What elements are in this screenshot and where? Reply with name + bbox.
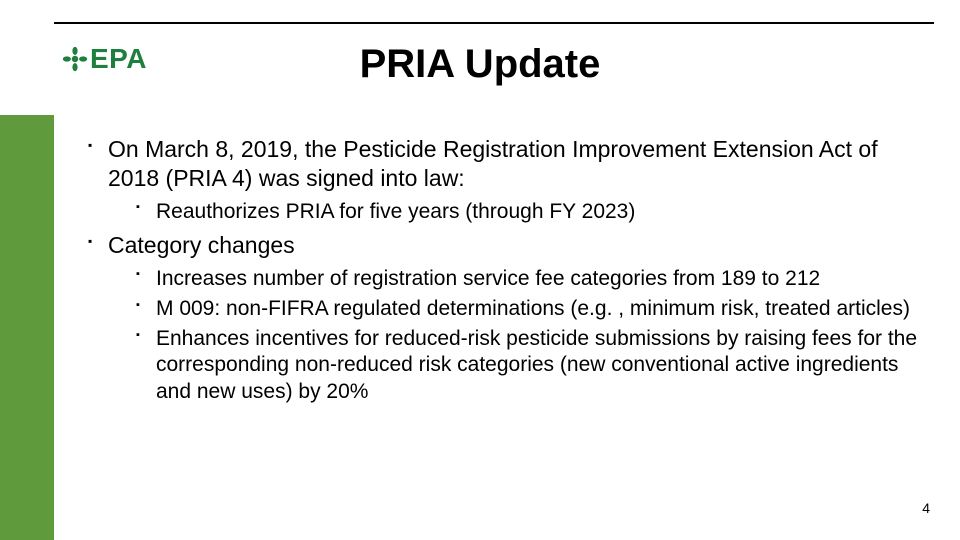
bullet-text: M 009: non-FIFRA regulated determination…	[156, 297, 910, 320]
bullet-text: On March 8, 2019, the Pesticide Registra…	[108, 136, 878, 191]
top-rule	[54, 22, 934, 24]
bullet-lvl2: M 009: non-FIFRA regulated determination…	[136, 296, 928, 322]
bullet-lvl2: Enhances incentives for reduced-risk pes…	[136, 326, 928, 405]
bullet-text: Category changes	[108, 232, 295, 258]
bullet-lvl2: Increases number of registration service…	[136, 266, 928, 292]
sidebar-green	[0, 115, 54, 540]
bullet-text: Increases number of registration service…	[156, 267, 820, 290]
bullet-lvl2: Reauthorizes PRIA for five years (throug…	[136, 199, 928, 225]
bullet-lvl1: Category changes Increases number of reg…	[88, 231, 928, 405]
bullet-lvl1: On March 8, 2019, the Pesticide Registra…	[88, 135, 928, 225]
slide-title: PRIA Update	[0, 42, 960, 87]
slide: EPA PRIA Update On March 8, 2019, the Pe…	[0, 0, 960, 540]
slide-body: On March 8, 2019, the Pesticide Registra…	[88, 135, 928, 411]
page-number: 4	[922, 500, 930, 516]
bullet-text: Enhances incentives for reduced-risk pes…	[156, 327, 917, 403]
bullet-text: Reauthorizes PRIA for five years (throug…	[156, 200, 635, 223]
